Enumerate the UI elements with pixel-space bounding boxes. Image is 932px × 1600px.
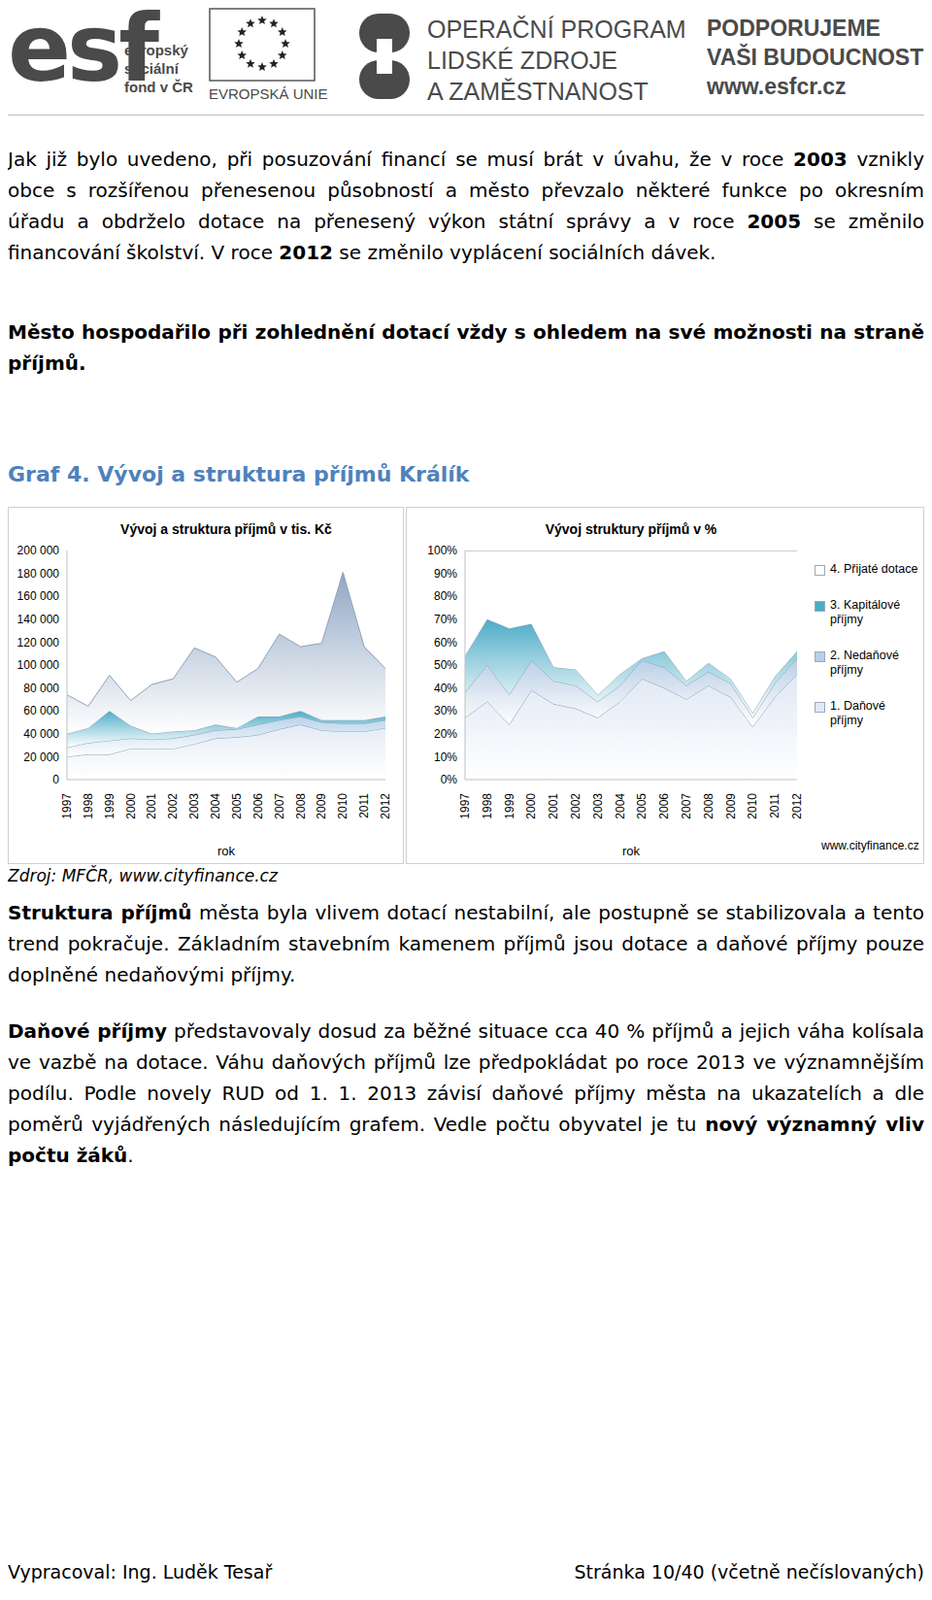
svg-text:2011: 2011 xyxy=(357,793,371,819)
svg-text:2012: 2012 xyxy=(378,793,393,820)
svg-text:1997: 1997 xyxy=(60,793,74,820)
svg-text:50%: 50% xyxy=(433,658,458,672)
svg-text:2003: 2003 xyxy=(591,793,605,820)
svg-text:2009: 2009 xyxy=(314,793,329,820)
html-text:sociální: sociální xyxy=(124,60,179,77)
svg-text:1997: 1997 xyxy=(458,793,472,820)
html-text:PODPORUJEME: PODPORUJEME xyxy=(706,15,881,41)
svg-text:2001: 2001 xyxy=(546,793,561,820)
html-text:Graf 4. Vývoj a struktura příj: Graf 4. Vývoj a struktura příjmů Králík xyxy=(7,462,470,487)
html-text:fond v ČR: fond v ČR xyxy=(124,78,194,96)
svg-text:2005: 2005 xyxy=(230,793,244,820)
svg-text:2003: 2003 xyxy=(187,793,201,820)
svg-text:180 000: 180 000 xyxy=(17,566,61,581)
svg-text:80 000: 80 000 xyxy=(23,681,60,696)
html-text:A ZAMĚSTNANOST: A ZAMĚSTNANOST xyxy=(427,77,649,105)
svg-text:70%: 70% xyxy=(433,612,458,627)
svg-text:0%: 0% xyxy=(440,772,459,787)
svg-text:2005: 2005 xyxy=(634,793,649,820)
svg-text:2002: 2002 xyxy=(166,793,180,820)
svg-text:2009: 2009 xyxy=(724,793,738,820)
html-text:www.esfcr.cz: www.esfcr.cz xyxy=(706,73,847,100)
svg-text:2004: 2004 xyxy=(208,793,223,820)
html-text:Daňové příjmy představovaly do: Daňové příjmy představovaly dosud za běž… xyxy=(7,1019,925,1167)
svg-text:2006: 2006 xyxy=(251,793,266,820)
svg-text:2007: 2007 xyxy=(679,793,694,820)
svg-text:20 000: 20 000 xyxy=(23,750,60,765)
svg-text:2010: 2010 xyxy=(745,793,760,820)
html-text:Zdroj: MFČR, www.cityfinance.c: Zdroj: MFČR, www.cityfinance.cz xyxy=(7,865,278,886)
svg-text:1999: 1999 xyxy=(502,793,517,820)
html-text:Vývoj a struktura příjmů v tis: Vývoj a struktura příjmů v tis. Kč xyxy=(120,521,332,537)
svg-text:60%: 60% xyxy=(433,635,458,650)
html-text:2. Nedaňové příjmy: 2. Nedaňové příjmy xyxy=(830,648,899,677)
svg-text:1998: 1998 xyxy=(480,793,495,820)
html-text:LIDSKÉ ZDROJE: LIDSKÉ ZDROJE xyxy=(427,46,618,74)
svg-text:120 000: 120 000 xyxy=(17,635,61,650)
svg-text:2008: 2008 xyxy=(701,793,716,820)
svg-text:80%: 80% xyxy=(433,589,458,603)
svg-text:2008: 2008 xyxy=(294,793,308,820)
svg-text:2000: 2000 xyxy=(524,793,538,820)
svg-text:100 000: 100 000 xyxy=(17,658,61,672)
svg-text:160 000: 160 000 xyxy=(17,589,61,603)
html-text:evropský: evropský xyxy=(124,41,189,59)
svg-text:rok: rok xyxy=(217,843,236,859)
svg-text:40 000: 40 000 xyxy=(23,727,60,741)
svg-text:20%: 20% xyxy=(433,727,458,741)
svg-text:2002: 2002 xyxy=(568,793,583,820)
svg-text:2004: 2004 xyxy=(613,793,628,820)
html-text:4. Přijaté dotace: 4. Přijaté dotace xyxy=(830,562,918,576)
svg-text:2001: 2001 xyxy=(144,793,159,820)
svg-text:2012: 2012 xyxy=(790,793,804,820)
svg-text:2006: 2006 xyxy=(657,793,671,820)
html-text:Stránka 10/40 (včetně nečíslov: Stránka 10/40 (včetně nečíslovaných) xyxy=(574,1561,925,1583)
html-text:Jak již bylo uvedeno, při posu: Jak již bylo uvedeno, při posuzování fin… xyxy=(7,147,925,265)
html-text:www.cityfinance.cz: www.cityfinance.cz xyxy=(821,838,920,853)
html-text:1. Daňové příjmy: 1. Daňové příjmy xyxy=(830,699,886,728)
svg-text:10%: 10% xyxy=(433,750,458,765)
svg-text:40%: 40% xyxy=(433,681,458,696)
svg-text:30%: 30% xyxy=(433,703,458,718)
svg-text:rok: rok xyxy=(622,843,641,859)
svg-text:2010: 2010 xyxy=(335,793,350,820)
html-text:Město hospodařilo při zohledně: Město hospodařilo při zohlednění dotací … xyxy=(7,320,925,375)
svg-text:1998: 1998 xyxy=(81,793,96,820)
html-text:Vypracoval: Ing. Luděk Tesař: Vypracoval: Ing. Luděk Tesař xyxy=(7,1561,273,1583)
svg-text:2007: 2007 xyxy=(272,793,287,820)
svg-text:100%: 100% xyxy=(427,543,458,558)
html-text:VAŠI BUDOUCNOST: VAŠI BUDOUCNOST xyxy=(706,44,924,70)
svg-text:2000: 2000 xyxy=(124,793,138,820)
html-text:Struktura příjmů města byla vl: Struktura příjmů města byla vlivem dotac… xyxy=(7,900,925,987)
svg-text:140 000: 140 000 xyxy=(17,612,61,627)
html-text:3. Kapitálové příjmy: 3. Kapitálové příjmy xyxy=(830,598,901,627)
svg-text:90%: 90% xyxy=(433,566,458,581)
html-text:OPERAČNÍ PROGRAM: OPERAČNÍ PROGRAM xyxy=(427,15,687,43)
html-text:EVROPSKÁ UNIE: EVROPSKÁ UNIE xyxy=(208,85,328,102)
html-text:Vývoj struktury příjmů v %: Vývoj struktury příjmů v % xyxy=(545,521,717,537)
svg-text:0: 0 xyxy=(52,772,60,787)
svg-text:200 000: 200 000 xyxy=(17,543,61,558)
svg-text:1999: 1999 xyxy=(102,793,117,820)
svg-text:60 000: 60 000 xyxy=(23,703,60,718)
svg-text:2011: 2011 xyxy=(767,793,782,819)
